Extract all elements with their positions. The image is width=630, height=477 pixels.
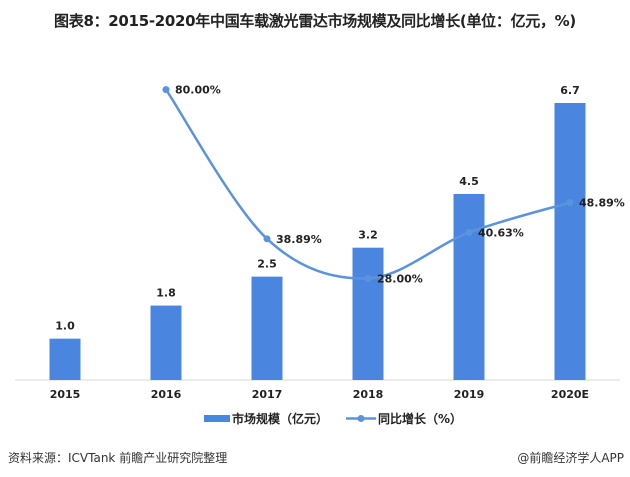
- chart-title: 图表8：2015-2020年中国车载激光雷达市场规模及同比增长(单位：亿元，%): [54, 12, 576, 30]
- line-point-2019: [465, 229, 473, 237]
- bar-2017: [251, 276, 283, 380]
- legend-line-label: 同比增长（%）: [378, 411, 462, 426]
- bar-label-2018: 3.2: [358, 229, 378, 242]
- line-point-2017: [263, 235, 271, 243]
- line-label-2016: 80.00%: [175, 84, 221, 97]
- brand-credit: @前瞻经济学人APP: [517, 451, 624, 465]
- bar-2019: [453, 193, 485, 380]
- x-tick-2019: 2019: [454, 388, 485, 401]
- line-label-2019: 40.63%: [478, 227, 524, 240]
- chart: 1.0 2015 1.8 2016 2.5 2017 3.2 2018 4.5 2019 6.7 20…: [15, 84, 625, 426]
- line-point-2018: [364, 274, 372, 282]
- legend-bar-label: 市场规模（亿元）: [232, 411, 328, 426]
- line-point-2020E: [566, 199, 574, 207]
- bar-2015: [49, 338, 81, 380]
- line-label-2020E: 48.89%: [579, 197, 625, 210]
- growth-line: [164, 88, 571, 280]
- bar-2020E: [554, 103, 586, 380]
- line-label-2017: 38.89%: [276, 233, 322, 246]
- bar-label-2016: 1.8: [156, 287, 176, 300]
- source-note: 资料来源：ICVTank 前瞻产业研究院整理: [8, 451, 228, 465]
- legend-bar-swatch: [204, 415, 230, 422]
- line-label-2018: 28.00%: [377, 272, 423, 285]
- x-tick-2017: 2017: [252, 388, 283, 401]
- line-point-2016: [162, 86, 170, 94]
- bar-2016: [150, 305, 182, 380]
- bar-2018: [352, 247, 384, 380]
- x-tick-2018: 2018: [353, 388, 384, 401]
- x-tick-2020E: 2020E: [551, 388, 589, 401]
- x-tick-2016: 2016: [151, 388, 182, 401]
- bar-label-2019: 4.5: [459, 175, 479, 188]
- bar-label-2015: 1.0: [55, 320, 75, 333]
- legend-line-marker: [357, 415, 365, 422]
- bar-label-2020E: 6.7: [560, 84, 580, 97]
- bar-label-2017: 2.5: [257, 258, 277, 271]
- x-tick-2015: 2015: [50, 388, 81, 401]
